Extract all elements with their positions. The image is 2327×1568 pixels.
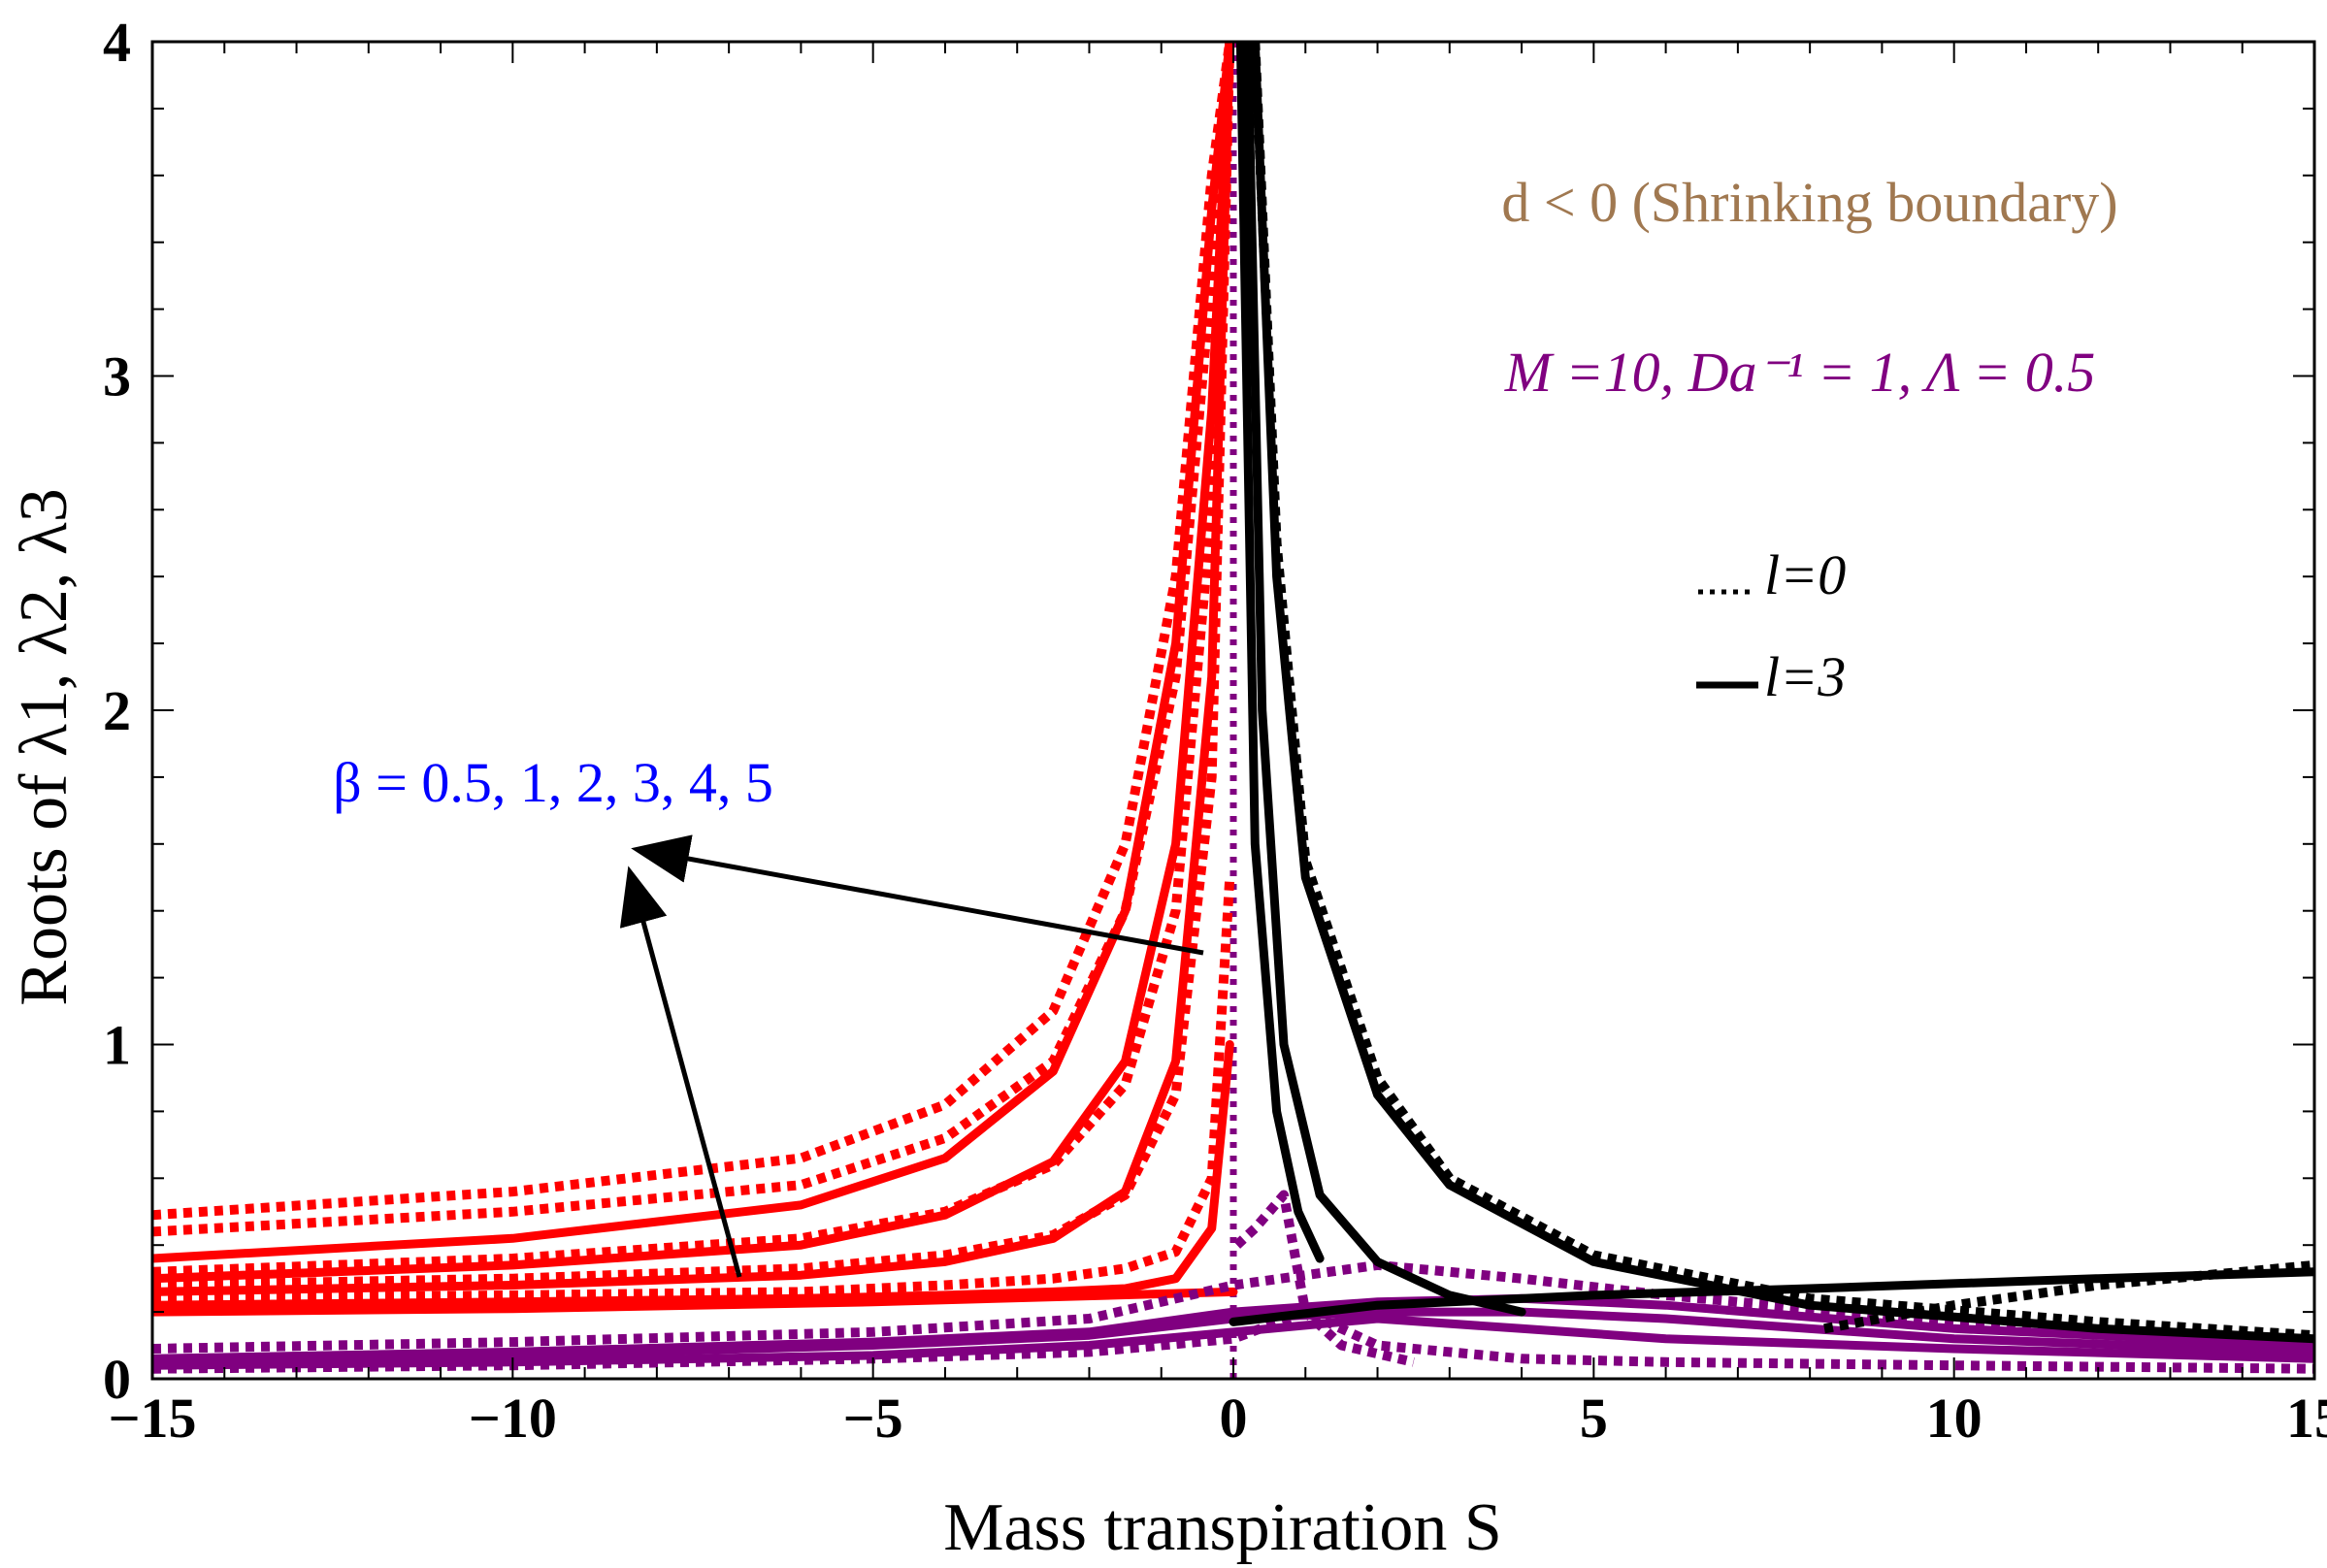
x-tick-label: 5 — [1580, 1387, 1608, 1450]
beta-annotation: β = 0.5, 1, 2, 3, 4, 5 — [333, 751, 773, 814]
legend: l=0 l=3 — [1696, 543, 1846, 708]
y-tick-label: 1 — [103, 1014, 131, 1077]
series-black-l3-3 — [1235, 42, 1325, 1263]
x-tick-label: −15 — [108, 1387, 196, 1450]
beta-arrow-1 — [631, 834, 1204, 956]
params-annotation: M =10, Da⁻¹ = 1, Λ = 0.5 — [1504, 341, 2096, 404]
x-tick-label: −5 — [843, 1387, 903, 1450]
beta-arrow-2 — [619, 866, 742, 1278]
series-black-l0-2 — [1823, 1259, 2314, 1334]
series-purple-l0-2 — [152, 1307, 2314, 1374]
x-tick-label: 10 — [1926, 1387, 1983, 1450]
x-tick-label: 15 — [2286, 1387, 2327, 1450]
y-axis-title: Roots of λ1, λ2, λ3 — [7, 488, 82, 1006]
plot-lines — [152, 42, 2314, 1379]
legend-solid-label: l=3 — [1764, 645, 1846, 708]
series-red-l3-2 — [152, 42, 1234, 1284]
y-tick-label: 2 — [103, 679, 131, 742]
axis-ticks — [151, 41, 2315, 1380]
tick-labels: −15 −10 −5 0 5 10 15 0 1 2 3 4 — [103, 11, 2327, 1450]
series-red-l3-3 — [152, 42, 1234, 1296]
y-tick-label: 3 — [103, 345, 131, 408]
x-tick-label: −10 — [469, 1387, 557, 1450]
series-purple-l0-3 — [1233, 1190, 1415, 1367]
series-red-l0-1 — [152, 42, 1235, 1221]
series-red-l3-1 — [152, 42, 1234, 1263]
series-red-l3-4 — [152, 1040, 1234, 1310]
series-purple-l3-3 — [152, 1314, 2314, 1370]
condition-annotation: d < 0 (Shrinking boundary) — [1501, 171, 2117, 234]
y-tick-label: 0 — [103, 1348, 131, 1411]
legend-dotted-label: l=0 — [1764, 543, 1846, 606]
x-tick-label: 0 — [1220, 1387, 1248, 1450]
series-red-l0-3 — [152, 42, 1235, 1277]
series-black-l3-2 — [1243, 42, 1526, 1317]
series-black-l3-1 — [1250, 42, 2314, 1344]
x-axis-title: Mass transpiration S — [943, 1490, 1502, 1565]
series-red-l0-5 — [152, 877, 1235, 1304]
series-black-l0-1 — [1250, 42, 2314, 1341]
y-tick-label: 4 — [103, 11, 131, 74]
series-red-l3-5 — [152, 1287, 1238, 1317]
